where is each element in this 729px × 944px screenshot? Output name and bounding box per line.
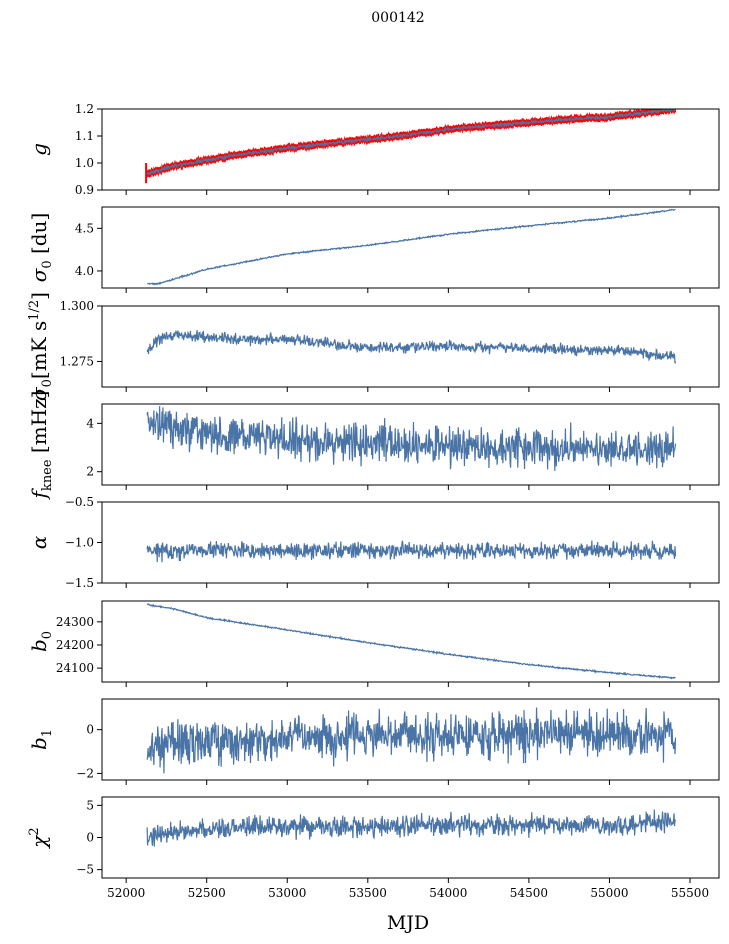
ytick-label-sigma0_du: 4.5 [75,221,94,235]
panel-alpha: −1.5 −1.0 −0.5 α [27,495,720,590]
panel-sigma0_mK: 1.275 1.300 σ0​[mK s1/2] [27,292,720,401]
xtick-label: 55500 [671,886,709,900]
series-line-sigma0_du [147,208,676,286]
axes-frame-b0 [101,600,720,683]
series-line-fknee [146,406,677,471]
panel-fknee: 2 4 fknee​ [mHz] [27,391,720,501]
ytick-label-g: 0.9 [75,183,94,197]
ylabel-g: g [27,143,51,156]
ytick-label-b1: 0 [86,723,94,737]
ytick-label-alpha: −1.0 [65,536,94,550]
series-line-b1 [146,707,677,774]
panel-g: 0.9 1.0 1.1 1.2 g [27,102,720,197]
ytick-label-b0: 24300 [56,615,94,629]
ytick-label-b0: 24200 [56,638,94,652]
xtick-label: 54000 [429,886,467,900]
series-line-alpha [146,540,677,563]
ytick-label-sigma0_du: 4.0 [75,264,94,278]
ylabel-chi2: χ2 [27,827,51,849]
ylabel-fknee: fknee​ [mHz] [27,391,55,501]
panel-sigma0_du: 4.0 4.5 σ0​ [du] [27,206,720,293]
axes-frame-g [101,108,720,191]
ytick-label-sigma0_mK: 1.275 [60,354,94,368]
ytick-label-alpha: −1.5 [65,576,94,590]
ylabel-b0: b0​ [27,631,55,652]
ytick-label-g: 1.1 [75,129,94,143]
panel-chi2: −5 0 5 52000 52500 53000 53500 54000 54500 55000 5… [27,796,720,900]
ytick-label-chi2: −5 [76,863,94,877]
ylabel-alpha: α [27,535,51,549]
axes-frame-sigma0_du [101,206,720,289]
xtick-label: 55000 [590,886,628,900]
ytick-label-b1: −2 [76,766,94,780]
xtick-label: 52500 [188,886,226,900]
series-line-chi2 [146,809,677,847]
series-line-sigma0_mK [146,330,677,364]
xtick-label: 52000 [107,886,145,900]
x-axis-label: MJD [387,912,429,934]
ytick-label-chi2: 0 [86,831,94,845]
ylabel-sigma0_mK: σ0​[mK s1/2] [27,292,55,401]
ytick-label-alpha: −0.5 [65,495,94,509]
ylabel-sigma0_du: σ0​ [du] [27,213,55,283]
series-line-b0 [146,603,676,680]
ylabel-b1: b1​ [27,729,55,750]
ytick-label-b0: 24100 [56,661,94,675]
xtick-label: 53500 [349,886,387,900]
ytick-label-fknee: 4 [86,416,94,430]
ytick-label-g: 1.2 [75,102,94,116]
panel-b1: −2 0 b1​ [27,698,720,785]
series-line-g [146,109,676,175]
figure-title: 000142 [371,10,424,26]
ytick-label-chi2: 5 [86,798,94,812]
ytick-label-fknee: 2 [86,465,94,479]
axes-frame-b1 [101,698,720,781]
axes-frame-fknee [101,403,720,486]
xtick-label: 54500 [510,886,548,900]
axes-frame-sigma0_mK [101,305,720,388]
ytick-label-g: 1.0 [75,156,94,170]
xtick-label: 53000 [268,886,306,900]
ytick-label-sigma0_mK: 1.300 [60,299,94,313]
